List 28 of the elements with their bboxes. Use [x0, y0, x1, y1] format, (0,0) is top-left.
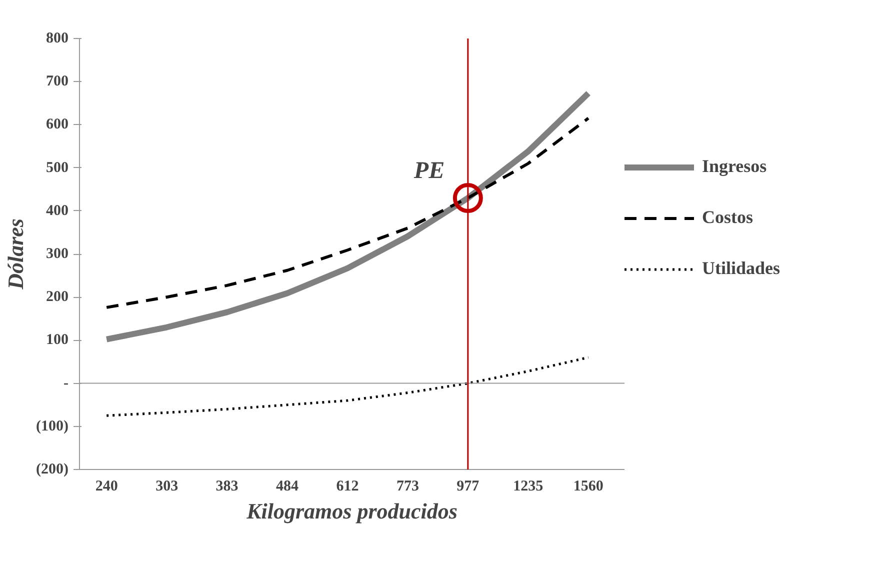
- legend-label: Utilidades: [702, 258, 780, 279]
- annotation: PE: [412, 158, 445, 184]
- y-tick-label: 300: [46, 246, 68, 262]
- y-tick-label: -: [64, 375, 69, 392]
- x-tick-label: 383: [216, 478, 238, 494]
- x-tick-label: 977: [456, 478, 480, 494]
- y-tick-label: (200): [36, 462, 69, 478]
- x-tick-label: 1235: [513, 478, 544, 494]
- line-series: [105, 116, 590, 309]
- y-tick-label: 400: [46, 202, 68, 219]
- y-tick-label: 700: [46, 74, 68, 90]
- y-axis-title: Dólares: [3, 218, 28, 290]
- x-tick-label: 303: [156, 478, 178, 494]
- y-tick-label: (100): [36, 418, 69, 434]
- x-axis-title: Kilogramos producidos: [246, 498, 458, 524]
- legend-label: Costos: [702, 207, 754, 228]
- x-tick-label: 1560: [573, 478, 604, 494]
- x-tick-label: 240: [95, 478, 118, 494]
- y-tick-label: 200: [46, 289, 68, 306]
- legend-label: Ingresos: [702, 156, 767, 177]
- y-tick-label: 800: [46, 30, 68, 46]
- x-tick-label: 773: [396, 478, 419, 494]
- line-series: [105, 356, 590, 417]
- x-tick-label: 484: [276, 478, 300, 494]
- y-tick-label: 100: [46, 332, 68, 348]
- y-tick-label: 600: [46, 116, 68, 133]
- x-tick-label: 612: [336, 478, 359, 494]
- y-tick-label: 500: [46, 160, 68, 176]
